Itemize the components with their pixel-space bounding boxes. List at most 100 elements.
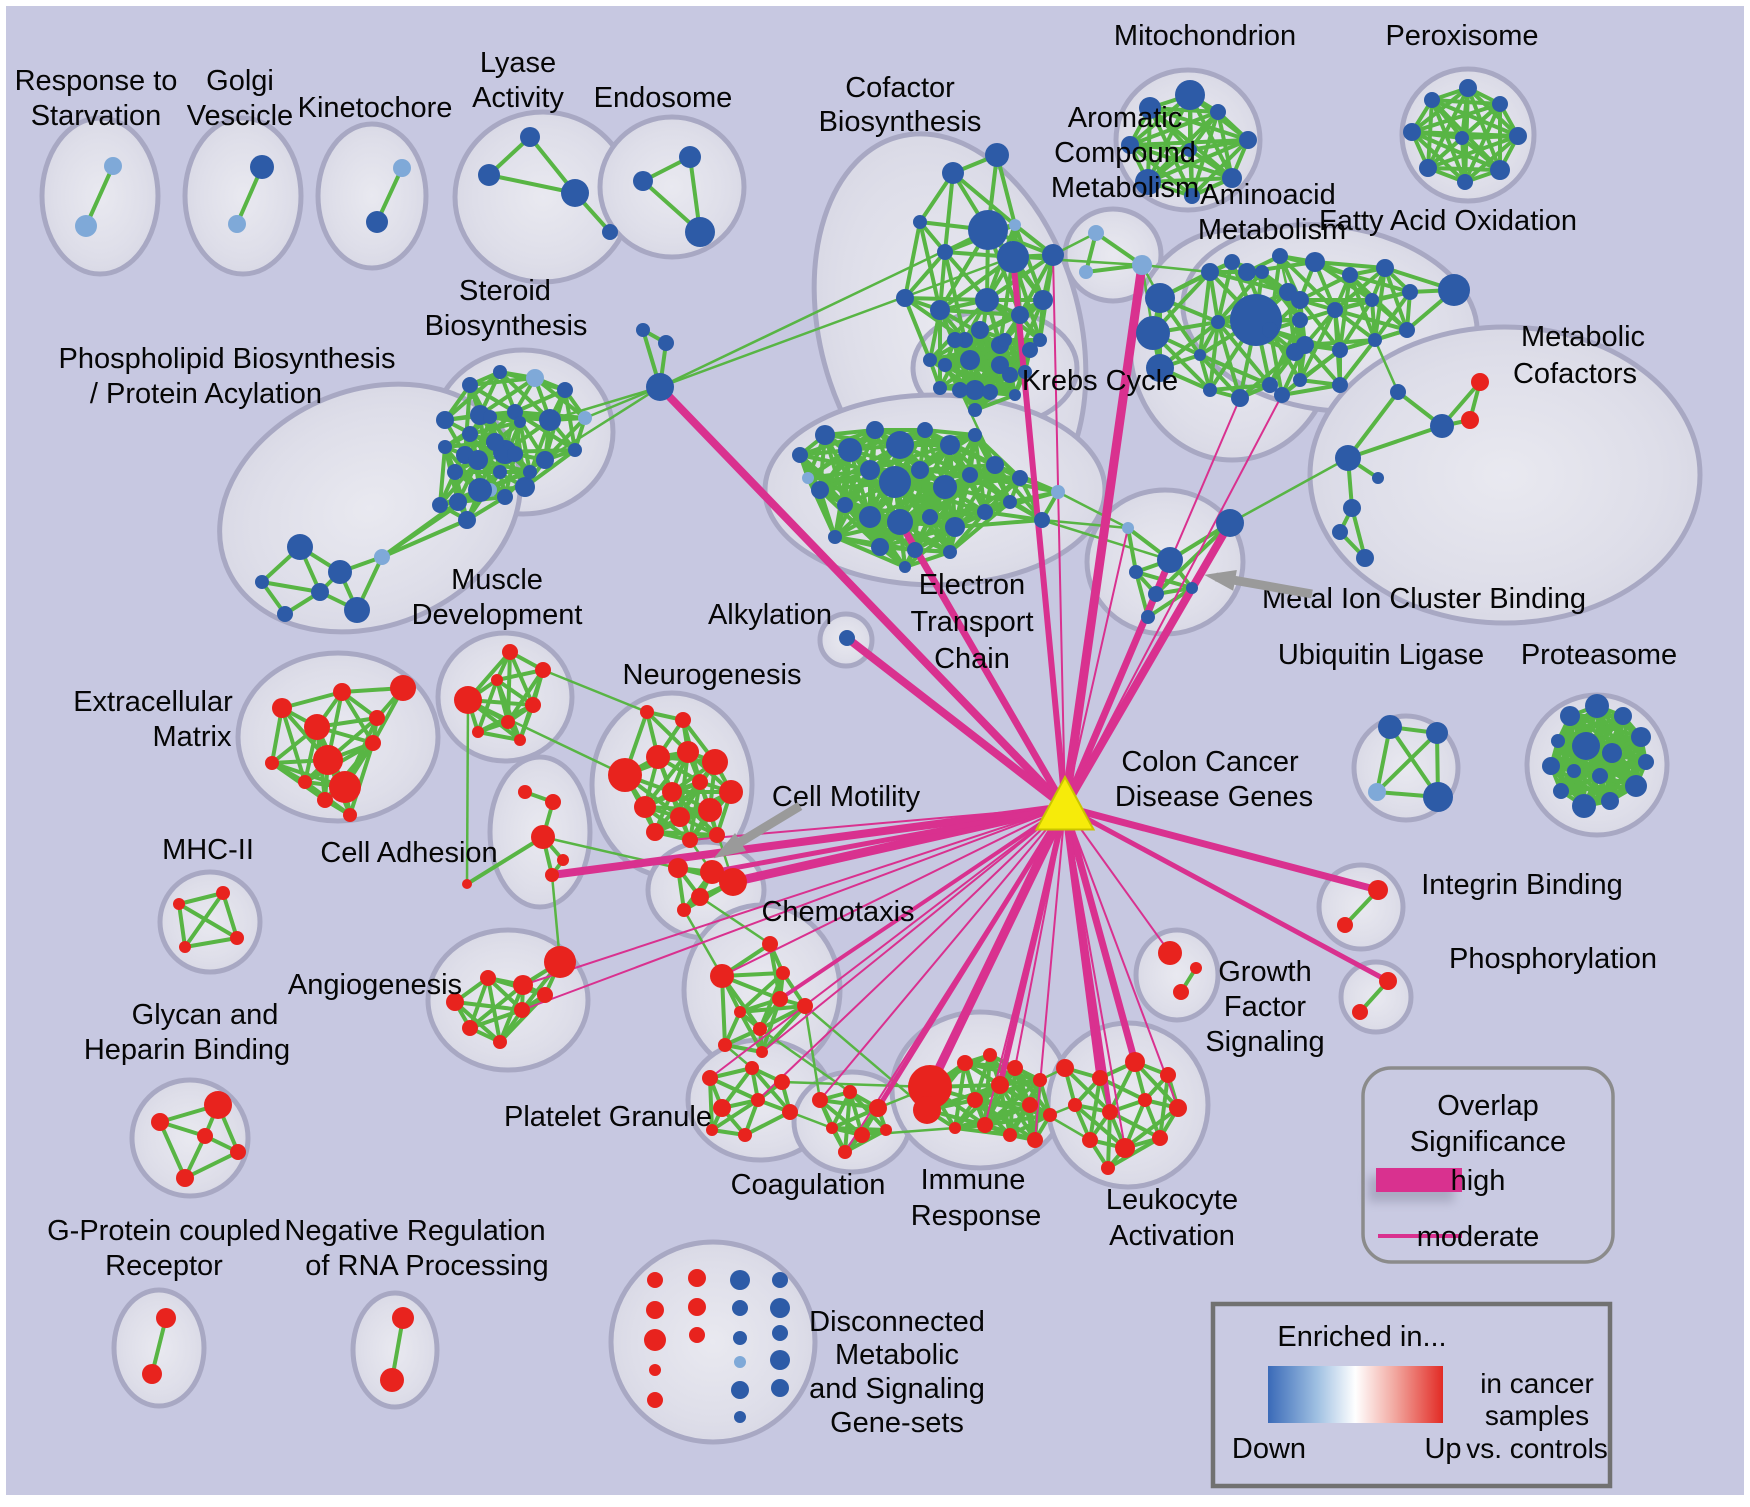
green-edge <box>985 253 1055 302</box>
gene-set-node <box>957 1055 973 1071</box>
gene-set-node <box>176 1169 194 1187</box>
gene-set-node <box>142 1364 162 1384</box>
hub-edge-moderate <box>1014 806 1066 1069</box>
green-edge <box>928 500 1012 519</box>
gene-set-node <box>866 421 884 439</box>
green-edge <box>995 153 1017 227</box>
gene-set-node <box>869 1099 887 1117</box>
gene-set-node <box>702 1070 718 1086</box>
green-edge <box>1208 383 1272 392</box>
green-edge <box>1013 223 1045 302</box>
green-edge <box>903 296 932 362</box>
gene-set-node <box>1003 1128 1017 1142</box>
cluster-nodes-mhc-ii <box>173 886 244 953</box>
green-edge <box>158 1120 187 1180</box>
gene-set-node <box>907 542 923 558</box>
green-edge <box>1346 424 1444 460</box>
gene-set-node <box>700 860 724 884</box>
gene-set-node <box>812 1092 828 1108</box>
green-edge <box>1008 1113 1052 1137</box>
gene-set-node <box>265 756 279 770</box>
cluster-label: Receptor <box>105 1250 223 1282</box>
green-edge <box>1208 320 1220 392</box>
cluster-nodes-response-starvation <box>75 157 122 237</box>
cluster-nodes-metal-ion <box>1122 509 1244 624</box>
green-edge <box>1460 134 1520 140</box>
hub-edge-moderate <box>844 806 1066 1153</box>
gene-set-node <box>513 975 533 995</box>
gene-set-node <box>458 511 476 529</box>
gene-set-node <box>446 993 464 1011</box>
gene-set-node <box>365 735 381 751</box>
green-edge <box>1106 1136 1162 1170</box>
gene-set-node <box>753 1022 767 1036</box>
gene-set-node <box>329 771 361 803</box>
green-edge <box>465 835 545 886</box>
green-edge <box>1463 134 1520 184</box>
green-link <box>544 385 661 462</box>
gene-set-node <box>745 1061 759 1075</box>
green-edge <box>878 468 922 549</box>
gene-set-node <box>770 1350 790 1370</box>
cluster-ellipse-golgi-vescicle <box>182 115 304 277</box>
gene-set-node <box>670 807 690 827</box>
green-edge <box>1430 98 1520 138</box>
cluster-label: Platelet Granule <box>504 1101 712 1133</box>
gene-set-node <box>685 217 715 247</box>
gene-set-node <box>75 215 97 237</box>
cluster-label: Leukocyte <box>1106 1184 1238 1216</box>
gene-set-node <box>675 712 691 728</box>
green-link <box>542 668 648 714</box>
green-edge <box>1148 106 1220 114</box>
gene-set-node <box>1033 1073 1047 1087</box>
gene-set-node <box>537 987 553 1003</box>
cluster-label: Kinetochore <box>298 92 453 124</box>
gene-set-node <box>913 1096 941 1124</box>
hub-edge-moderate <box>984 806 1066 1126</box>
green-link <box>804 1005 928 1111</box>
green-edge <box>903 550 952 569</box>
gene-set-node <box>1368 783 1386 801</box>
gene-set-node <box>1332 377 1348 393</box>
cluster-nodes-phosphorylation <box>1352 972 1397 1020</box>
gene-set-node <box>230 1144 246 1160</box>
cluster-label: Integrin Binding <box>1421 869 1623 901</box>
green-edge <box>948 500 1012 554</box>
gene-set-node <box>854 1127 870 1143</box>
gene-set-node <box>880 1124 892 1136</box>
cluster-label: Signaling <box>1205 1026 1324 1058</box>
cluster-label: Extracellular <box>73 686 233 718</box>
gene-set-node <box>871 538 889 556</box>
gene-set-node <box>1009 219 1021 231</box>
cluster-label: of RNA Processing <box>305 1250 548 1282</box>
gene-set-node <box>1567 764 1581 778</box>
gene-set-node <box>447 464 463 480</box>
gene-set-node <box>774 1074 790 1090</box>
green-link <box>1057 490 1129 530</box>
cluster-label: / Protein Acylation <box>90 378 322 410</box>
gene-set-node <box>1175 80 1205 110</box>
cluster-label: Chain <box>934 643 1010 675</box>
green-edge <box>380 518 469 559</box>
gene-set-node <box>1136 316 1170 350</box>
green-edge <box>1198 270 1212 357</box>
green-edge <box>513 388 567 414</box>
gene-set-node <box>688 1269 706 1287</box>
cluster-label: Biosynthesis <box>425 310 588 342</box>
gene-set-node <box>369 710 385 726</box>
gene-set-node <box>792 447 808 463</box>
cluster-nodes-g-protein <box>142 1308 176 1384</box>
gene-set-node <box>486 433 504 451</box>
cluster-label: Vescicle <box>187 100 293 132</box>
green-link <box>465 699 470 885</box>
green-edge <box>453 1000 524 1012</box>
gene-set-node <box>557 382 573 398</box>
cluster-nodes-glycan-heparin <box>151 1091 246 1187</box>
gene-set-node <box>539 409 561 431</box>
gene-set-node <box>1011 306 1029 324</box>
gene-set-node <box>1335 445 1361 471</box>
cluster-label: Disconnected <box>809 1306 985 1338</box>
gene-set-node <box>392 1307 414 1329</box>
gene-set-node <box>839 630 855 646</box>
